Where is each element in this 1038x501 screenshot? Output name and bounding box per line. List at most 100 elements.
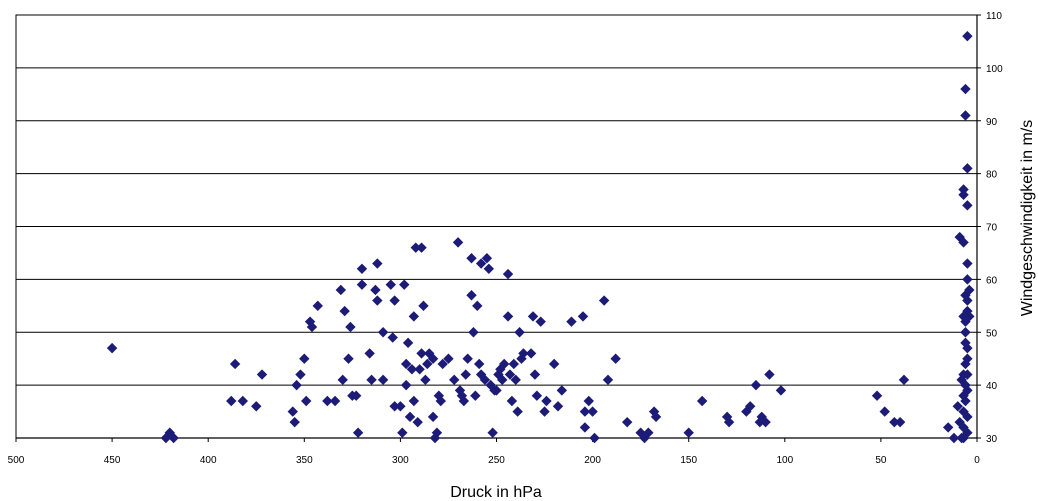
data-point (602, 374, 614, 386)
data-point (525, 348, 537, 359)
data-point (449, 374, 460, 386)
data-point (962, 385, 973, 396)
x-tick-label: 500 (8, 455, 25, 466)
data-point (487, 427, 498, 438)
data-point (502, 268, 514, 280)
data-point (337, 374, 348, 386)
data-point (948, 432, 960, 444)
data-point (894, 416, 906, 428)
data-point (356, 279, 368, 290)
data-point (322, 395, 333, 407)
data-point (539, 406, 550, 417)
data-point (312, 300, 323, 312)
data-point (470, 390, 481, 401)
data-point (643, 427, 654, 438)
data-point (514, 327, 525, 338)
data-point (472, 300, 483, 312)
data-point (406, 364, 418, 375)
data-point (964, 311, 975, 322)
data-point (229, 358, 241, 370)
y-tick-label: 40 (986, 381, 998, 392)
data-point (650, 411, 662, 423)
data-point (952, 401, 963, 412)
data-point (458, 395, 470, 407)
x-tick-label: 250 (488, 455, 505, 466)
data-point (226, 395, 237, 407)
data-point (898, 374, 910, 386)
data-point (510, 374, 521, 386)
data-point (377, 374, 389, 386)
data-point (356, 263, 368, 274)
data-point (962, 295, 973, 306)
x-tick-label: 450 (104, 455, 121, 466)
data-point (587, 406, 598, 417)
data-point (491, 385, 502, 396)
data-point (400, 379, 412, 391)
data-point (414, 364, 425, 375)
data-point (962, 342, 973, 354)
data-point (372, 295, 383, 306)
data-point (422, 358, 433, 370)
data-point (468, 327, 479, 338)
data-point (962, 353, 973, 364)
data-point (775, 385, 787, 396)
data-point (366, 374, 377, 386)
data-points (106, 30, 975, 444)
data-point (548, 358, 560, 370)
data-point (589, 432, 600, 444)
data-point (416, 242, 427, 253)
data-point (962, 369, 973, 380)
data-point (389, 295, 400, 306)
data-point (552, 401, 564, 412)
data-point (431, 427, 443, 438)
data-point (962, 30, 973, 42)
data-point (474, 358, 485, 370)
data-point (498, 358, 510, 370)
data-point (287, 406, 298, 417)
data-point (418, 300, 429, 312)
data-point (345, 321, 356, 333)
y-tick-label: 80 (986, 170, 998, 181)
data-point (683, 427, 694, 438)
data-point (387, 332, 398, 343)
data-point (583, 395, 594, 407)
data-point (750, 379, 762, 391)
data-point (416, 348, 427, 359)
data-point (339, 305, 350, 317)
data-point (237, 395, 248, 407)
data-point (475, 258, 487, 269)
data-point (385, 279, 396, 290)
x-tick-label: 400 (200, 455, 217, 466)
data-point (621, 416, 633, 428)
data-point (343, 353, 354, 364)
data-point (508, 358, 519, 370)
x-axis-ticks: 500 450 400 350 300 250 200 150 100 50 0 (8, 438, 980, 466)
data-point (579, 422, 591, 433)
data-point (964, 284, 975, 296)
y-tick-label: 70 (986, 223, 998, 234)
data-point (301, 395, 312, 407)
data-point (256, 369, 268, 380)
x-tick-label: 100 (776, 455, 793, 466)
y-tick-label: 50 (986, 328, 998, 339)
data-point (408, 395, 420, 407)
data-point (289, 416, 300, 428)
data-point (502, 311, 514, 322)
data-point (958, 189, 969, 200)
x-tick-label: 200 (584, 455, 601, 466)
data-point (610, 353, 621, 364)
data-point (404, 411, 416, 423)
data-point (962, 200, 973, 211)
data-point (960, 83, 971, 95)
data-point (512, 406, 523, 417)
x-tick-label: 50 (875, 455, 887, 466)
data-point (377, 327, 389, 338)
data-point (541, 395, 552, 407)
data-point (106, 342, 118, 354)
x-tick-label: 0 (974, 455, 980, 466)
data-point (291, 379, 302, 391)
data-point (696, 395, 708, 407)
data-point (960, 395, 971, 407)
y-tick-label: 100 (986, 64, 1003, 75)
